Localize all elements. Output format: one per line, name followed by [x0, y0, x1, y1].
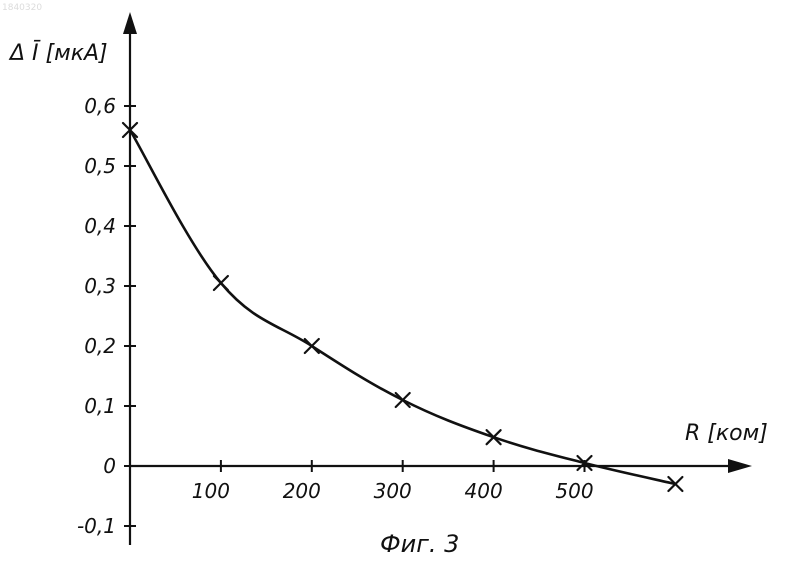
data-point-marker — [396, 393, 410, 407]
y-axis-label: Δ Ī [мкА] — [8, 41, 108, 66]
series-line — [130, 130, 675, 484]
y-tick-label: 0,5 — [84, 154, 116, 178]
y-tick-label: 0,4 — [84, 214, 116, 238]
data-point-marker — [305, 339, 319, 353]
x-tick-label: 100 — [192, 479, 230, 503]
y-tick-label: 0,1 — [84, 394, 116, 418]
y-ticks: 0,6 0,5 0,4 0,3 0,2 0,1 0 -0,1 — [77, 94, 136, 538]
y-tick-label: -0,1 — [77, 514, 116, 538]
x-axis — [130, 459, 752, 473]
x-tick-label: 500 — [555, 479, 593, 503]
y-tick-label: 0,2 — [84, 334, 116, 358]
series — [123, 123, 682, 491]
x-axis-arrow — [728, 459, 752, 473]
y-tick-label: 0,3 — [84, 274, 116, 298]
data-point-marker — [487, 430, 501, 444]
x-tick-label: 400 — [465, 479, 503, 503]
x-axis-label: R [ком] — [685, 421, 768, 446]
x-tick-label: 300 — [374, 479, 412, 503]
document-id: 1840320 — [2, 3, 42, 13]
y-tick-label: 0 — [103, 454, 116, 478]
figure-caption: Фиг. 3 — [380, 530, 459, 558]
data-point-marker — [214, 276, 228, 290]
x-tick-label: 200 — [283, 479, 321, 503]
y-tick-label: 0,6 — [84, 94, 116, 118]
y-axis-arrow — [123, 12, 137, 34]
